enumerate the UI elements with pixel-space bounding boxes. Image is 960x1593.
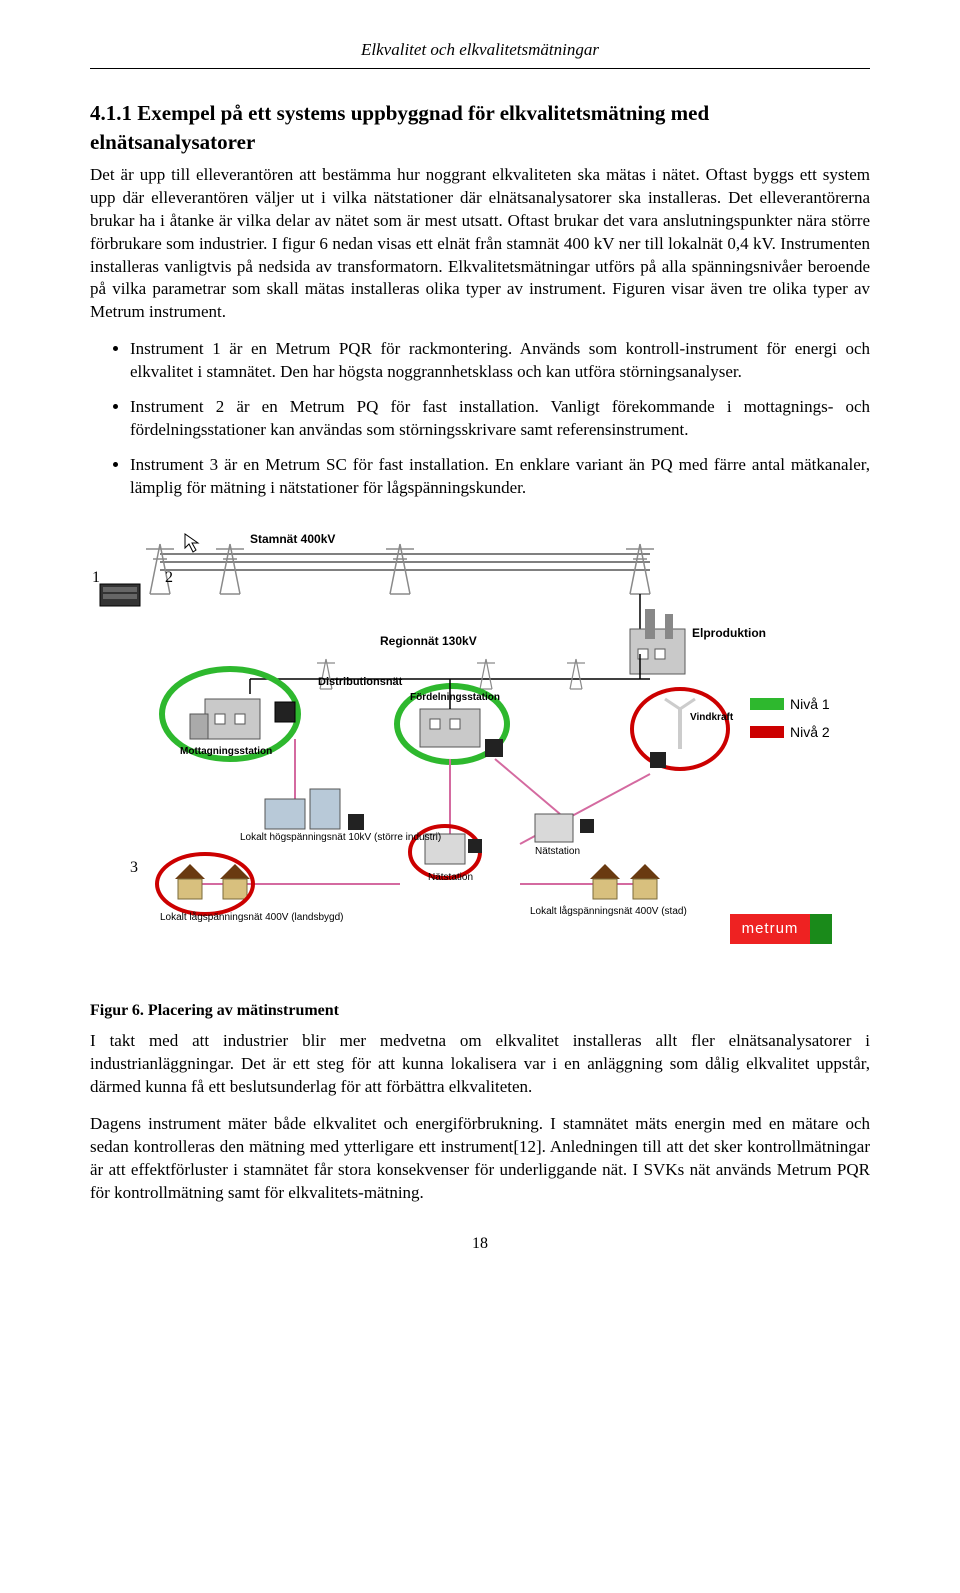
list-item: Instrument 2 är en Metrum PQ för fast in… [130,396,870,442]
grid-diagram: Stamnät 400kV Regionnät 130kV Distributi… [90,514,870,984]
instrument-num-2: 2 [165,569,173,587]
instrument-list: Instrument 1 är en Metrum PQR för rackmo… [90,338,870,500]
legend-label-2: Nivå 2 [790,724,830,740]
label-loklag-land: Lokalt lågspänningsnät 400V (landsbygd) [160,912,343,923]
label-elproduktion: Elproduktion [692,626,766,640]
instrument-num-1: 1 [92,569,100,587]
label-fordelning: Fördelningsstation [410,692,500,703]
legend-label-1: Nivå 1 [790,696,830,712]
label-mottagning: Mottagningsstation [180,746,272,757]
brand-badge: metrum [730,914,832,944]
label-stamnat: Stamnät 400kV [250,532,335,546]
list-item: Instrument 3 är en Metrum SC för fast in… [130,454,870,500]
section-number: 4.1.1 [90,101,132,125]
paragraph-2: I takt med att industrier blir mer medve… [90,1030,870,1099]
header-rule [90,68,870,69]
label-natstation2: Nätstation [535,846,580,857]
legend-niva2: Nivå 2 [750,724,830,740]
label-lokhog: Lokalt högspänningsnät 10kV (större indu… [240,832,441,843]
legend-swatch-1 [750,698,784,710]
label-loklag-stad: Lokalt lågspänningsnät 400V (stad) [530,906,687,917]
label-natstation1: Nätstation [428,872,473,883]
label-regionnat: Regionnät 130kV [380,634,477,648]
legend-swatch-2 [750,726,784,738]
legend-niva1: Nivå 1 [750,696,830,712]
paragraph-1: Det är upp till elleverantören att bestä… [90,164,870,325]
label-vindkraft: Vindkraft [690,712,733,723]
brand-accent [810,914,832,944]
brand-text: metrum [730,914,810,944]
section-title: Exempel på ett systems uppbyggnad för el… [90,101,709,154]
paragraph-3: Dagens instrument mäter både elkvalitet … [90,1113,870,1205]
section-heading: 4.1.1 Exempel på ett systems uppbyggnad … [90,99,870,158]
figure-6: Stamnät 400kV Regionnät 130kV Distributi… [90,514,870,984]
page-number: 18 [90,1235,870,1253]
list-item: Instrument 1 är en Metrum PQR för rackmo… [130,338,870,384]
label-distributionsnat: Distributionsnät [318,676,402,688]
instrument-num-3: 3 [130,859,138,877]
figure-caption: Figur 6. Placering av mätinstrument [90,1002,870,1020]
running-header: Elkvalitet och elkvalitetsmätningar [90,40,870,60]
